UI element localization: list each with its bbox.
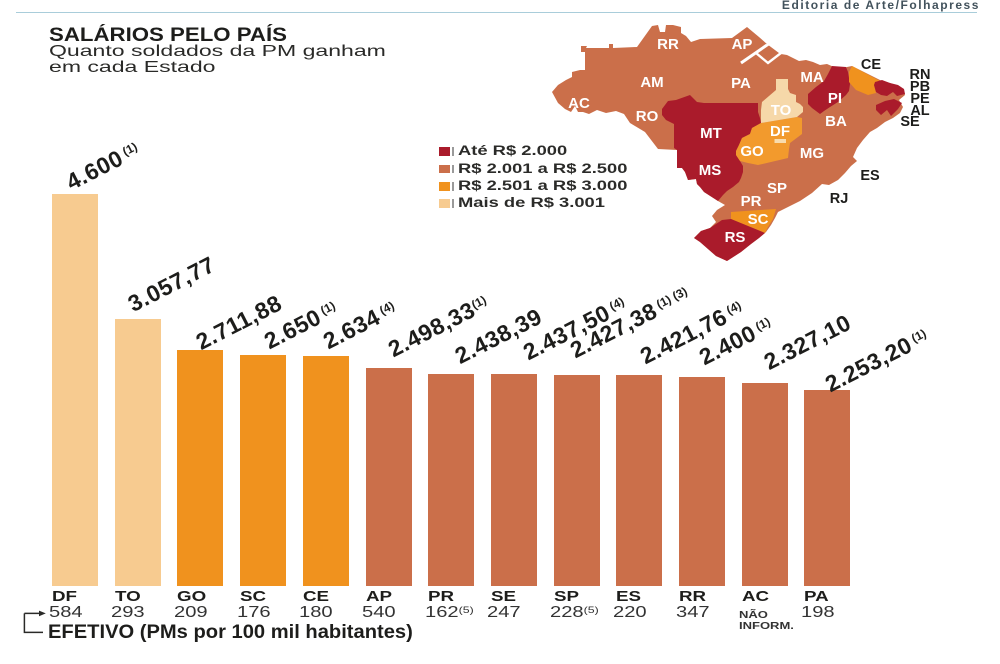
svg-text:BA: BA [825,113,847,130]
svg-text:AC: AC [568,95,590,112]
svg-text:PE: PE [910,91,930,107]
svg-text:PA: PA [731,75,751,92]
svg-text:SE: SE [900,114,920,130]
svg-text:SP: SP [767,180,787,197]
svg-text:RJ: RJ [830,191,849,207]
svg-text:AL: AL [910,103,929,119]
svg-text:MG: MG [800,145,824,162]
svg-text:TO: TO [771,102,792,119]
svg-text:PB: PB [910,79,930,95]
svg-text:GO: GO [740,143,764,160]
svg-text:DF: DF [770,123,790,140]
svg-text:PI: PI [828,90,842,107]
svg-text:SC: SC [748,211,769,228]
svg-text:PR: PR [741,193,762,210]
svg-text:RS: RS [725,229,746,246]
svg-text:MA: MA [800,69,823,86]
svg-text:AM: AM [640,74,663,91]
svg-text:MS: MS [699,162,722,179]
svg-text:RR: RR [657,36,679,53]
svg-text:MT: MT [700,125,722,142]
svg-text:AP: AP [732,36,753,53]
svg-text:CE: CE [861,57,881,73]
svg-text:RO: RO [636,108,659,125]
svg-text:ES: ES [860,168,880,184]
svg-text:RN: RN [910,67,931,83]
